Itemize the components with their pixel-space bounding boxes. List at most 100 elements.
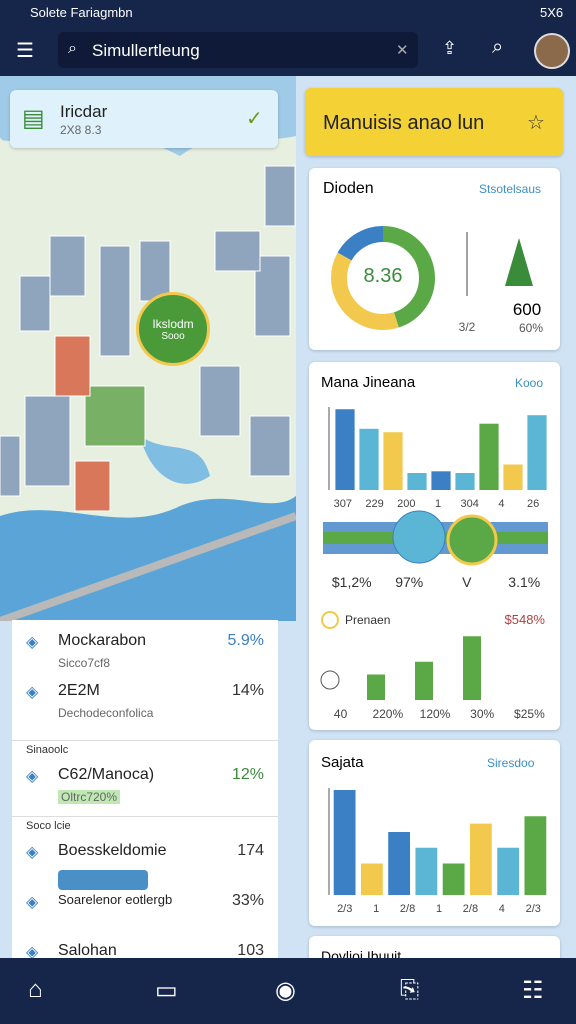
legend-label: Prenaen xyxy=(345,613,390,627)
banner-star: ☆ xyxy=(527,112,545,134)
search-icon: ⌕ xyxy=(68,40,77,57)
list-icon: ◈ xyxy=(26,844,39,861)
list-value: 33% xyxy=(231,892,264,909)
bar-card: Mana Jineana Kooo 307 229 200 1 304 4 26 $1,2% 9… xyxy=(309,362,560,730)
bar xyxy=(388,832,411,895)
top-bar: Solete Fariagmbn 5X6 ☰ ⌕ Simullertleung … xyxy=(0,0,576,76)
list-sub: Sicco7cf8 xyxy=(58,656,111,670)
mini-label: 40 xyxy=(334,707,348,721)
map xyxy=(0,76,296,621)
donut-segment xyxy=(331,226,435,330)
axis-text: 2/8 xyxy=(463,903,478,915)
search-button[interactable]: ⌕ xyxy=(492,36,504,58)
axis-text: 4 xyxy=(499,903,505,915)
side-value: 600 xyxy=(513,300,541,319)
axis-text: 2/3 xyxy=(337,903,352,915)
bar xyxy=(527,415,547,490)
mini-bar xyxy=(415,661,433,700)
list-panel: ◈ Mockarabon 5.9% Sicco7cf8 ◈ 2E2M 14% Dechodec… xyxy=(12,620,278,961)
stat-value: V xyxy=(462,574,472,590)
list-value: 14% xyxy=(231,682,264,699)
stat-value: 3.1% xyxy=(508,574,540,590)
bar xyxy=(455,473,475,490)
share-button[interactable]: ⇪ xyxy=(442,38,458,58)
sajata-title: Sajata xyxy=(321,754,364,771)
list-header: Soco lcie xyxy=(26,820,71,832)
stat-value: 97% xyxy=(395,574,423,590)
banner[interactable]: Manuisis anao lun ☆ xyxy=(305,88,563,156)
map-pin[interactable]: Ikslodm Sooo xyxy=(136,292,210,366)
axis-text: 1 xyxy=(373,903,379,915)
nav-menu[interactable]: ☷ xyxy=(522,977,544,1004)
bar xyxy=(442,863,465,895)
bar xyxy=(383,432,403,490)
badge-title: Iricdar xyxy=(60,102,108,121)
axis-text: 2/8 xyxy=(400,903,415,915)
badge-icon: ▤ xyxy=(22,105,45,132)
bar xyxy=(333,790,356,895)
mini-label: 120% xyxy=(420,707,451,721)
mini-bar xyxy=(367,674,385,700)
list-icon: ◈ xyxy=(26,634,39,651)
bar xyxy=(497,847,520,895)
bar xyxy=(469,823,492,895)
donut-chart: 8.36 3/2 600 60% xyxy=(331,226,543,335)
list-title: Salohan xyxy=(58,942,117,959)
bar-chart: 307 229 200 1 304 4 26 $1,2% 97% V 3.1% Prenaen $548… xyxy=(320,407,548,721)
mini-label: $25% xyxy=(514,707,545,721)
badge-sub: 2X8 8.3 xyxy=(60,123,102,137)
list-icon: ◈ xyxy=(26,768,39,785)
nav-center[interactable]: ◉ xyxy=(275,977,296,1004)
menu-button[interactable]: ☰ xyxy=(16,40,34,62)
list-sub: Dechodeconfolica xyxy=(58,706,154,720)
donut-center: 8.36 xyxy=(364,265,403,287)
status-title: Solete Fariagmbn xyxy=(30,5,133,20)
bar xyxy=(359,428,379,490)
list-title: C62/Manoca) xyxy=(58,766,155,783)
bar xyxy=(407,473,427,490)
nav-home[interactable]: ⌂ xyxy=(28,976,43,1003)
bar-link[interactable]: Kooo xyxy=(515,376,544,390)
search-box[interactable]: ⌕ Simullertleung ✕ xyxy=(58,32,418,68)
banner-title: Manuisis anao lun xyxy=(323,112,485,134)
list-icon: ◈ xyxy=(26,684,39,701)
bar xyxy=(524,816,547,895)
list-title: Boesskeldomie xyxy=(58,842,167,859)
map-badge[interactable]: ▤ Iricdar 2X8 8.3 ✓ xyxy=(10,90,278,148)
list-value: 103 xyxy=(237,942,264,959)
clear-button[interactable]: ✕ xyxy=(396,42,409,59)
axis-text: 2/3 xyxy=(526,903,541,915)
list-header: Sinaoolc xyxy=(26,744,69,756)
progress-bar xyxy=(58,870,148,890)
avatar[interactable] xyxy=(534,33,570,69)
list-value: 12% xyxy=(231,766,264,783)
axis-text: 26 xyxy=(527,498,539,510)
stat-value: $1,2% xyxy=(332,574,372,590)
donut-segment xyxy=(331,226,435,330)
axis-text: 229 xyxy=(365,498,383,510)
nav-bookmark[interactable]: ⎘ xyxy=(400,976,420,1003)
sajata-card: Sajata Siresdoo 2/3 1 2/8 1 2/8 4 2/3 xyxy=(309,740,560,926)
list-value: 5.9% xyxy=(227,632,264,649)
bar xyxy=(415,847,438,895)
axis-text: 307 xyxy=(334,498,352,510)
bar-title: Mana Jineana xyxy=(321,374,416,391)
divider xyxy=(12,740,278,741)
donut-card: Dioden Stsotelsaus 8.36 3/2 600 60% xyxy=(309,168,560,350)
bar xyxy=(335,409,355,490)
mini-label: 30% xyxy=(470,707,494,721)
axis-text: 304 xyxy=(461,498,479,510)
side-small: 3/2 xyxy=(459,320,476,334)
nav-chat[interactable]: ▭ xyxy=(155,977,178,1004)
badge-check: ✓ xyxy=(246,108,263,130)
side-value: 60% xyxy=(519,321,543,335)
sajata-chart: 2/3 1 2/8 1 2/8 4 2/3 xyxy=(328,788,547,915)
legend-value: $548% xyxy=(505,612,546,627)
search-text: Simullertleung xyxy=(92,41,200,60)
sajata-link[interactable]: Siresdoo xyxy=(487,756,535,770)
axis-text: 200 xyxy=(397,498,415,510)
donut-link[interactable]: Stsotelsaus xyxy=(479,182,542,196)
list-sub: Oltrc720% xyxy=(58,790,121,804)
list-icon: ◈ xyxy=(26,944,39,961)
